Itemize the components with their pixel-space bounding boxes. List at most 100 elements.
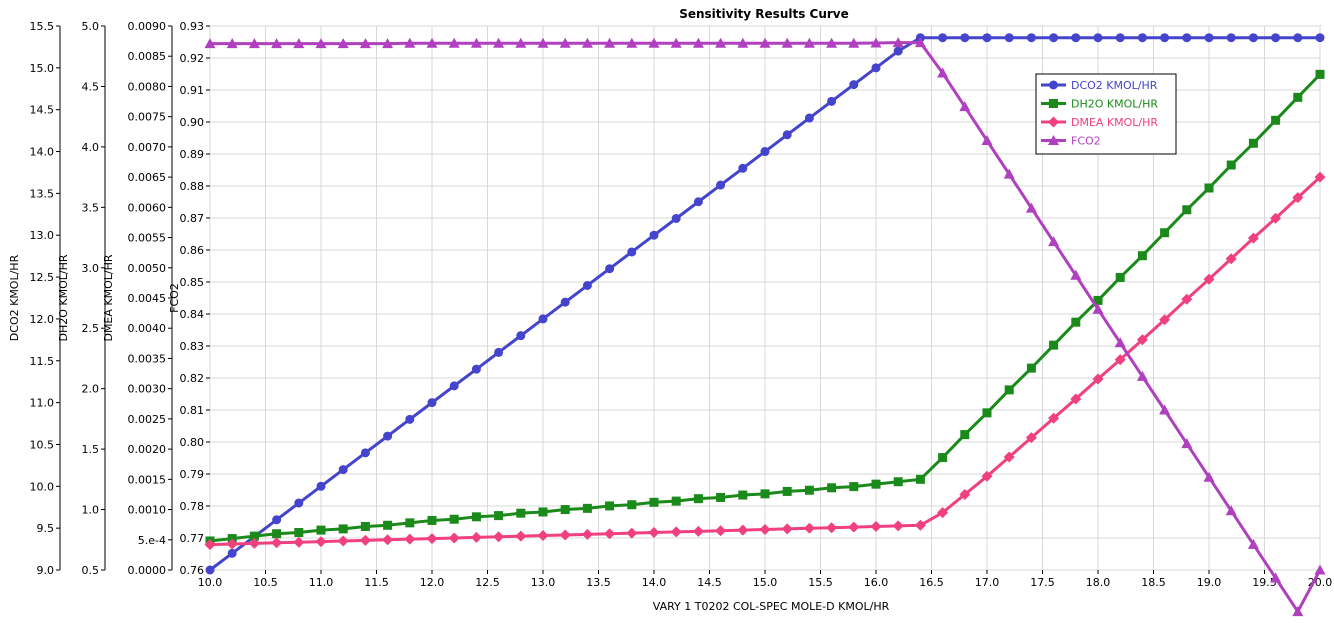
fco2-tick-label: 0.82 — [180, 372, 205, 385]
data-point-dmea — [892, 520, 904, 532]
data-point-dco2 — [294, 498, 304, 508]
fco2-tick-label: 0.86 — [180, 244, 205, 257]
data-point-dh2o — [938, 453, 948, 463]
data-point-dmea — [1203, 273, 1215, 285]
data-point-dco2 — [582, 280, 592, 290]
data-point-dmea — [737, 524, 749, 536]
data-point-dco2 — [849, 80, 859, 90]
dco2-tick-label: 9.0 — [37, 564, 55, 577]
data-point-dco2 — [1182, 33, 1192, 43]
data-point-fco2 — [1003, 168, 1015, 179]
dmea-tick-label: 0.0045 — [128, 292, 167, 305]
x-tick-label: 19.0 — [1197, 576, 1222, 589]
dmea-tick-label: 0.0050 — [128, 262, 167, 275]
data-point-dmea — [1292, 192, 1304, 204]
data-point-dco2 — [982, 33, 992, 43]
data-point-dh2o — [516, 508, 526, 518]
fco2-tick-label: 0.81 — [180, 404, 205, 417]
x-tick-label: 19.5 — [1252, 576, 1277, 589]
data-point-fco2 — [359, 38, 371, 49]
legend: DCO2 KMOL/HR DH2O KMOL/HR DMEA KMOL/HR FCO2 — [1035, 73, 1177, 155]
data-point-dco2 — [1049, 33, 1059, 43]
data-point-dmea — [470, 531, 482, 543]
dh2o-tick-label: 2.0 — [82, 383, 100, 396]
data-point-dco2 — [383, 431, 393, 441]
data-point-dco2 — [1160, 33, 1170, 43]
dco2-tick-label: 11.0 — [30, 397, 55, 410]
data-point-dmea — [1003, 451, 1015, 463]
dmea-tick-label: 5.e-4 — [138, 534, 166, 547]
data-point-fco2 — [1203, 471, 1215, 482]
data-point-dmea — [803, 522, 815, 534]
data-point-fco2 — [826, 37, 838, 48]
dco2-tick-label: 14.0 — [30, 146, 55, 159]
data-point-dmea — [404, 533, 416, 545]
data-point-dh2o — [671, 496, 681, 506]
dmea-tick-label: 0.0060 — [128, 201, 167, 214]
data-point-dco2 — [427, 398, 437, 408]
data-point-dco2 — [538, 314, 548, 324]
data-point-dmea — [204, 539, 216, 551]
dmea-tick-label: 0.0020 — [128, 443, 167, 456]
data-point-dh2o — [471, 512, 481, 522]
data-point-dh2o — [360, 521, 370, 531]
dmea-axis-label: DMEA KMOL/HR — [102, 254, 115, 341]
data-point-fco2 — [337, 38, 349, 49]
data-point-fco2 — [1114, 337, 1126, 348]
data-point-dco2 — [227, 548, 237, 558]
data-point-fco2 — [981, 135, 993, 146]
data-point-fco2 — [1136, 370, 1148, 381]
data-point-dmea — [870, 520, 882, 532]
dh2o-tick-label: 4.0 — [82, 141, 100, 154]
data-point-fco2 — [648, 37, 660, 48]
data-point-dco2 — [738, 163, 748, 173]
data-point-fco2 — [315, 38, 327, 49]
x-tick-label: 11.0 — [309, 576, 334, 589]
fco2-tick-label: 0.92 — [180, 52, 205, 65]
data-point-dco2 — [205, 565, 215, 575]
data-point-dmea — [981, 470, 993, 482]
x-tick-label: 18.0 — [1086, 576, 1111, 589]
data-point-dh2o — [338, 524, 348, 534]
data-point-dmea — [271, 537, 283, 549]
data-point-fco2 — [715, 37, 727, 48]
data-point-dh2o — [893, 477, 903, 487]
data-point-dh2o — [1071, 317, 1081, 327]
data-point-fco2 — [759, 37, 771, 48]
data-point-dmea — [1247, 232, 1259, 244]
data-point-dmea — [515, 530, 527, 542]
data-point-dmea — [559, 529, 571, 541]
data-point-dmea — [959, 488, 971, 500]
data-point-fco2 — [937, 67, 949, 78]
data-point-dh2o — [449, 514, 459, 524]
data-point-dmea — [226, 538, 238, 550]
data-point-dco2 — [1026, 33, 1036, 43]
data-point-dco2 — [1293, 33, 1303, 43]
data-point-dmea — [670, 526, 682, 538]
data-point-fco2 — [248, 38, 260, 49]
fco2-axis-label: FCO2 — [168, 283, 181, 313]
legend-marker-dmea — [1048, 116, 1059, 128]
data-point-dmea — [604, 528, 616, 540]
series-dco2 — [205, 33, 1325, 575]
data-point-fco2 — [271, 38, 283, 49]
dmea-tick-label: 0.0025 — [128, 413, 167, 426]
data-point-dmea — [1181, 293, 1193, 305]
data-point-dmea — [1314, 171, 1326, 183]
data-point-dmea — [1114, 354, 1126, 366]
data-point-dmea — [493, 531, 505, 543]
dmea-tick-label: 0.0090 — [128, 20, 167, 33]
dh2o-tick-label: 3.0 — [82, 262, 100, 275]
x-tick-label: 18.5 — [1141, 576, 1166, 589]
data-point-fco2 — [493, 37, 505, 48]
data-point-dmea — [937, 507, 949, 519]
x-tick-label: 16.5 — [919, 576, 944, 589]
data-point-dh2o — [693, 494, 703, 504]
data-point-dmea — [626, 527, 638, 539]
data-point-dh2o — [272, 529, 282, 539]
data-point-dh2o — [760, 489, 770, 499]
data-point-fco2 — [1314, 564, 1326, 575]
dh2o-tick-label: 4.5 — [82, 80, 100, 93]
legend-marker-dco2 — [1049, 80, 1058, 90]
